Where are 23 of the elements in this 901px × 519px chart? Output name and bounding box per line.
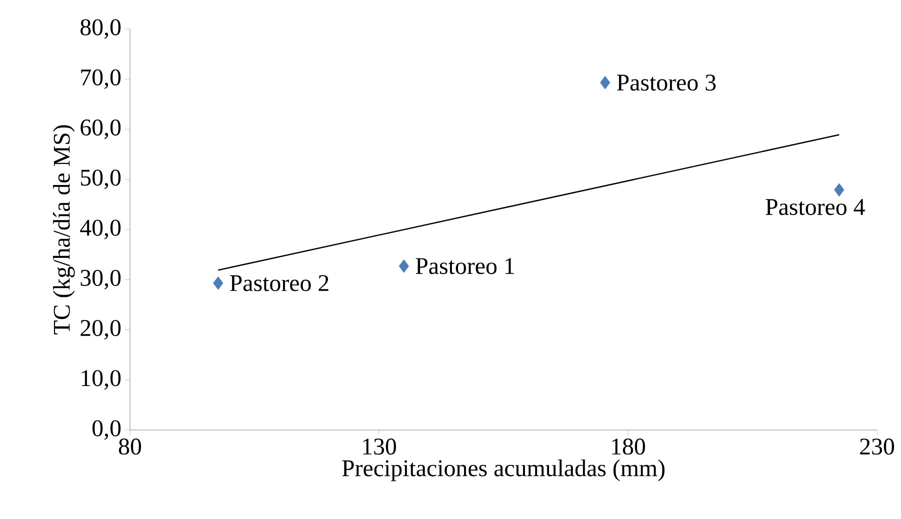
y-tick-label: 0,0 — [92, 420, 121, 440]
x-tick-label: 180 — [612, 438, 646, 455]
y-tick-label: 50,0 — [81, 170, 121, 190]
y-tick-label: 80,0 — [80, 19, 121, 39]
point — [834, 183, 844, 197]
point — [398, 259, 409, 273]
y-tick-label: 20,0 — [80, 320, 121, 340]
x-tick-label: 230 — [860, 438, 894, 455]
annotation: Pastoreo 1 — [416, 258, 514, 274]
y-tick-label: 10,0 — [82, 370, 121, 390]
y-tick-label: 40,0 — [80, 220, 121, 240]
point — [213, 276, 224, 290]
annotation: Pastoreo 2 — [230, 275, 328, 292]
point — [600, 76, 610, 90]
y-tick-label: 30,0 — [80, 270, 121, 290]
annotation: Pastoreo 3 — [616, 74, 716, 91]
y-tick-label: 60,0 — [80, 119, 121, 140]
x-tick-label: 80 — [118, 438, 142, 455]
x-axis-title: Precipitaciones acumuladas (mm) — [342, 459, 664, 482]
annotation: Pastoreo 4 — [766, 199, 865, 216]
y-axis-title: TC (kg/ha/día de MS) — [53, 125, 75, 334]
x-tick-label: 130 — [363, 438, 396, 455]
y-tick-label: 70,0 — [81, 69, 121, 89]
